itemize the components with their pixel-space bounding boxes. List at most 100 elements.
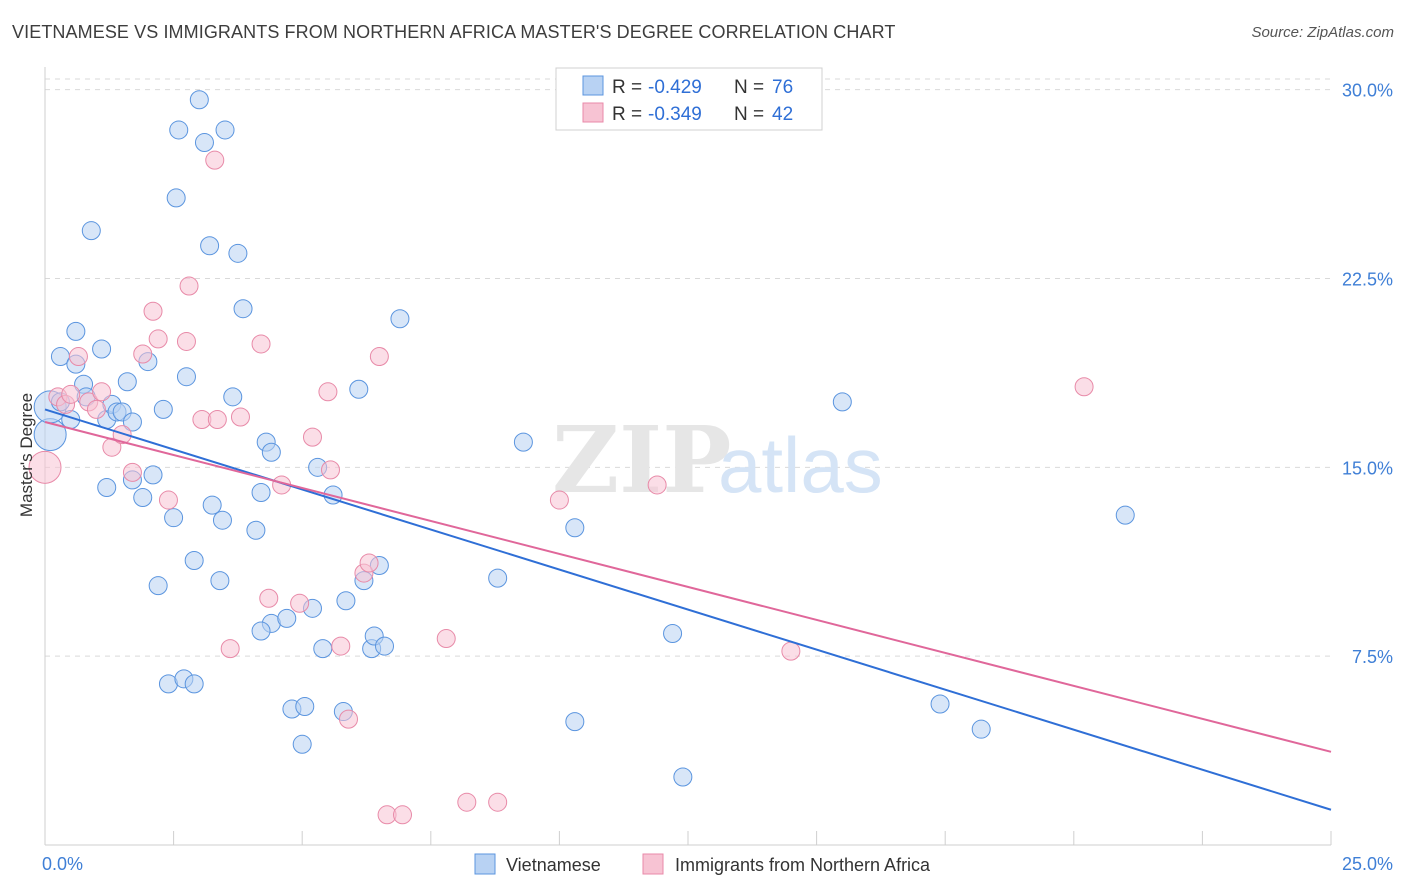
legend-swatch-pink — [582, 102, 604, 123]
bottom-legend-label-2: Immigrants from Northern Africa — [675, 855, 931, 875]
vietnamese-point-37 — [212, 510, 232, 530]
northern-africa-point-38 — [488, 792, 508, 812]
legend-n-value-1: 76 — [772, 77, 793, 98]
legend-swatch-blue — [582, 75, 604, 96]
vietnamese-point-71 — [832, 392, 852, 412]
northern-africa-point-4 — [68, 347, 88, 367]
northern-africa-point-7 — [92, 382, 112, 402]
northern-africa-point-30 — [338, 709, 358, 729]
northern-africa-point-42 — [1074, 377, 1094, 397]
northern-africa-trend-line — [44, 421, 1332, 753]
northern-africa-point-3 — [61, 384, 81, 404]
northern-africa-point-10 — [122, 462, 142, 482]
vietnamese-point-58 — [349, 379, 369, 399]
bottom-legend: Vietnamese Immigrants from Northern Afri… — [474, 853, 931, 875]
vietnamese-point-36 — [210, 571, 230, 591]
vietnamese-point-48 — [277, 608, 297, 628]
northern-africa-point-28 — [320, 460, 340, 480]
vietnamese-point-70 — [673, 767, 693, 787]
bottom-legend-swatch-blue — [474, 853, 496, 875]
northern-africa-point-32 — [359, 553, 379, 573]
vietnamese-point-39 — [223, 387, 243, 407]
vietnamese-point-72 — [930, 694, 950, 714]
legend-r-label-2: R = — [612, 104, 642, 125]
legend-r-value-1: -0.429 — [648, 77, 702, 98]
tick-layer: 7.5% 15.0% 22.5% 30.0% 0.0% 25.0% — [42, 81, 1393, 874]
vietnamese-point-65 — [488, 568, 508, 588]
vietnamese-point-19 — [133, 488, 153, 508]
northern-africa-point-13 — [148, 329, 168, 349]
northern-africa-point-9 — [112, 425, 132, 445]
legend-r-label-1: R = — [612, 77, 642, 98]
northern-africa-point-26 — [302, 427, 322, 447]
vietnamese-point-15 — [117, 372, 137, 392]
grid-layer — [45, 78, 1331, 657]
vietnamese-point-26 — [166, 188, 186, 208]
vietnamese-point-51 — [295, 697, 315, 717]
vietnamese-point-30 — [184, 674, 204, 694]
vietnamese-point-4 — [66, 321, 86, 341]
vietnamese-point-57 — [336, 591, 356, 611]
vietnamese-point-69 — [663, 624, 683, 644]
vietnamese-point-64 — [390, 309, 410, 329]
y-tick-label: 15.0% — [1342, 458, 1393, 478]
vietnamese-point-45 — [261, 442, 281, 462]
x-tick-label-min: 0.0% — [42, 854, 83, 874]
northern-africa-point-27 — [318, 382, 338, 402]
vietnamese-point-47 — [251, 621, 271, 641]
vietnamese-point-17 — [97, 477, 117, 497]
vietnamese-point-41 — [233, 299, 253, 319]
top-legend: R = -0.429 N = 76 R = -0.349 N = 42 — [555, 67, 823, 131]
northern-africa-point-15 — [176, 331, 196, 351]
northern-africa-point-19 — [207, 409, 227, 429]
northern-africa-point-23 — [259, 588, 279, 608]
northern-africa-point-11 — [133, 344, 153, 364]
x-tick-label-max: 25.0% — [1342, 854, 1393, 874]
vietnamese-point-35 — [202, 495, 222, 515]
vietnamese-point-16 — [122, 412, 142, 432]
y-axis-label: Master's Degree — [17, 393, 36, 517]
northern-africa-point-37 — [457, 792, 477, 812]
northern-africa-point-20 — [220, 639, 240, 659]
chart-title: VIETNAMESE VS IMMIGRANTS FROM NORTHERN A… — [12, 22, 896, 42]
northern-africa-point-0 — [28, 450, 62, 484]
northern-africa-point-6 — [86, 399, 106, 419]
northern-africa-point-40 — [647, 475, 667, 495]
northern-africa-point-14 — [158, 490, 178, 510]
watermark: ZIP atlas — [552, 406, 883, 514]
vietnamese-point-27 — [169, 120, 189, 140]
northern-africa-point-18 — [205, 150, 225, 170]
svg-text:R =: R = — [612, 77, 642, 98]
vietnamese-point-67 — [565, 518, 585, 538]
northern-africa-point-21 — [230, 407, 250, 427]
legend-n-label-1: N = — [734, 77, 764, 98]
northern-africa-point-35 — [393, 805, 413, 825]
watermark-zip: ZIP — [552, 406, 731, 514]
bottom-legend-swatch-pink — [642, 853, 664, 875]
vietnamese-point-31 — [184, 550, 204, 570]
points-layer — [28, 90, 1135, 825]
northern-africa-point-16 — [179, 276, 199, 296]
vietnamese-point-66 — [513, 432, 533, 452]
northern-africa-point-25 — [290, 593, 310, 613]
vietnamese-point-21 — [143, 465, 163, 485]
northern-africa-point-29 — [331, 636, 351, 656]
northern-africa-point-12 — [143, 301, 163, 321]
vietnamese-point-50 — [292, 734, 312, 754]
vietnamese-point-32 — [189, 90, 209, 110]
northern-africa-point-41 — [781, 641, 801, 661]
vietnamese-point-42 — [246, 520, 266, 540]
northern-africa-point-33 — [369, 347, 389, 367]
vietnamese-point-74 — [1115, 505, 1135, 525]
vietnamese-point-43 — [251, 483, 271, 503]
trend-layer — [44, 408, 1332, 811]
legend-n-label-2: N = — [734, 104, 764, 125]
vietnamese-point-22 — [148, 576, 168, 596]
vietnamese-point-34 — [200, 236, 220, 256]
bottom-legend-label-1: Vietnamese — [506, 855, 601, 875]
vietnamese-point-10 — [92, 339, 112, 359]
vietnamese-point-63 — [375, 636, 395, 656]
northern-africa-point-22 — [251, 334, 271, 354]
legend-r-value-2: -0.349 — [648, 104, 702, 125]
